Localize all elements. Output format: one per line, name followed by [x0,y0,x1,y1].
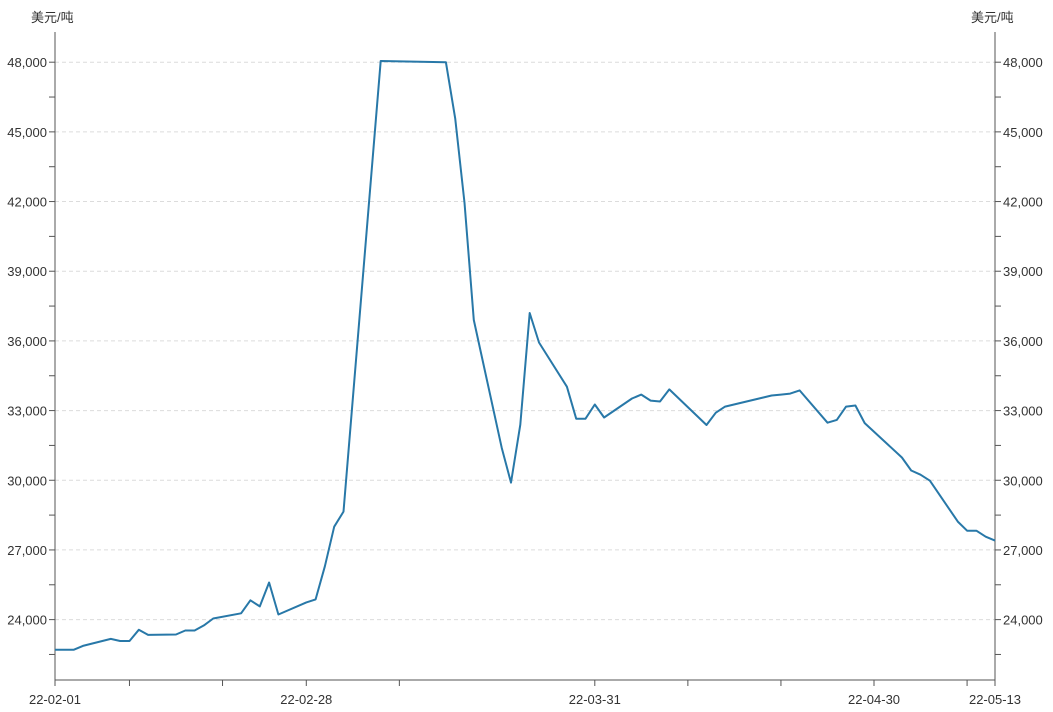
y-tick-label-right: 45,000 [1003,125,1043,140]
x-tick-label: 22-03-31 [569,692,621,707]
right-axis-unit: 美元/吨 [971,10,1014,25]
left-axis-unit: 美元/吨 [31,10,74,25]
y-tick-label-right: 30,000 [1003,473,1043,488]
x-tick-label: 22-04-30 [848,692,900,707]
y-tick-label-right: 24,000 [1003,613,1043,628]
x-tick-label: 22-05-13 [969,692,1021,707]
y-tick-label-right: 42,000 [1003,195,1043,210]
series-line [55,60,996,651]
y-tick-label-right: 48,000 [1003,55,1043,70]
x-tick-label: 22-02-01 [29,692,81,707]
y-tick-label-left: 39,000 [7,264,47,279]
series-layer [55,60,996,651]
y-tick-label-left: 33,000 [7,404,47,419]
gridlines [55,61,995,621]
y-tick-label-right: 27,000 [1003,543,1043,558]
y-tick-label-right: 36,000 [1003,334,1043,349]
y-tick-label-left: 27,000 [7,543,47,558]
y-tick-label-left: 36,000 [7,334,47,349]
y-tick-label-right: 33,000 [1003,404,1043,419]
y-tick-label-left: 48,000 [7,55,47,70]
x-tick-label: 22-02-28 [280,692,332,707]
axes: 24,000 24,000 27,000 27,000 30,000 30,000 33,0… [7,32,1043,707]
y-tick-label-left: 42,000 [7,195,47,210]
y-tick-label-left: 45,000 [7,125,47,140]
y-tick-label-left: 24,000 [7,613,47,628]
y-tick-label-left: 30,000 [7,473,47,488]
y-tick-label-right: 39,000 [1003,264,1043,279]
